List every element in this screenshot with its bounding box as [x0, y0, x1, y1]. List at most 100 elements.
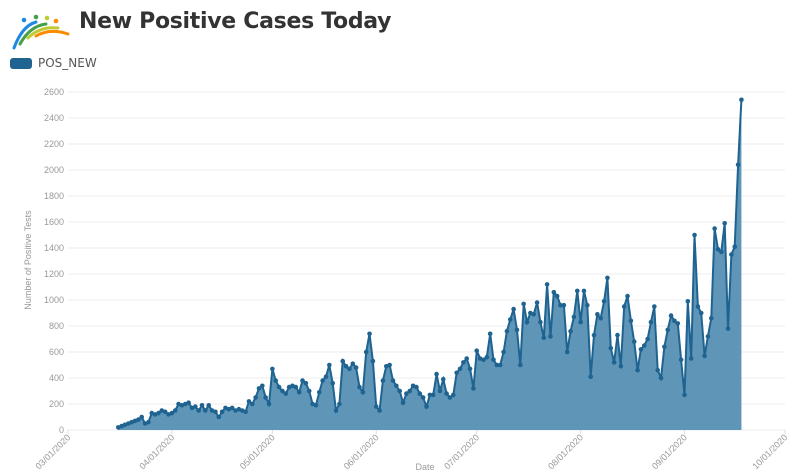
data-point: [467, 366, 473, 372]
data-point: [658, 375, 664, 381]
data-point: [722, 221, 727, 226]
data-point: [461, 360, 466, 365]
y-tick-label: 800: [49, 321, 64, 331]
data-point: [544, 282, 550, 287]
x-tick-label: 05/01/2020: [238, 432, 277, 471]
data-point: [548, 334, 553, 339]
data-point: [507, 317, 513, 322]
data-point: [729, 252, 734, 257]
data-point: [521, 301, 526, 307]
data-point: [313, 403, 319, 408]
data-point: [404, 391, 409, 396]
legend-label: POS_NEW: [38, 56, 97, 70]
x-tick-label: 06/01/2020: [342, 432, 381, 471]
data-point: [162, 409, 168, 415]
y-tick-label: 2200: [44, 139, 64, 149]
data-point: [357, 384, 362, 390]
y-tick-label: 2600: [44, 87, 64, 97]
data-point: [444, 391, 449, 396]
data-point: [665, 327, 671, 333]
y-tick-label: 600: [49, 347, 64, 357]
x-tick-label: 09/01/2020: [650, 432, 689, 471]
data-point: [641, 343, 647, 348]
data-point: [300, 378, 305, 383]
data-point: [306, 388, 312, 394]
data-point: [692, 232, 697, 238]
data-point: [206, 403, 212, 408]
data-point: [424, 404, 429, 409]
data-point: [678, 357, 684, 363]
data-point: [296, 390, 302, 395]
data-point: [363, 349, 369, 355]
data-point: [377, 408, 382, 413]
data-point: [725, 326, 731, 331]
legend[interactable]: POS_NEW: [10, 56, 97, 70]
data-point: [343, 364, 349, 369]
data-point: [662, 344, 667, 350]
data-point: [638, 347, 644, 352]
data-point: [501, 349, 506, 355]
x-tick-label: 04/01/2020: [137, 432, 176, 471]
data-point: [554, 293, 560, 299]
data-point: [631, 339, 637, 344]
data-point: [484, 354, 490, 360]
data-point: [347, 366, 352, 372]
data-point: [407, 388, 413, 394]
data-point: [585, 302, 590, 308]
data-point: [246, 399, 252, 404]
data-point: [591, 332, 597, 338]
data-point: [370, 358, 376, 364]
data-point: [628, 318, 634, 324]
data-point: [316, 390, 322, 395]
data-point: [487, 331, 493, 337]
data-point: [464, 356, 470, 361]
data-point: [471, 386, 476, 391]
y-tick-label: 1000: [44, 295, 64, 305]
data-point: [702, 353, 707, 359]
data-point: [447, 395, 453, 400]
data-point: [578, 319, 583, 325]
data-point: [270, 366, 275, 372]
data-point: [169, 410, 175, 416]
data-point: [394, 383, 399, 389]
data-point: [739, 97, 744, 103]
y-tick-label: 0: [59, 425, 64, 435]
data-point: [280, 388, 285, 394]
data-point: [437, 388, 443, 394]
data-point: [712, 226, 717, 231]
data-point: [518, 362, 523, 368]
data-point: [186, 400, 191, 406]
data-point: [695, 304, 701, 309]
data-point: [199, 403, 205, 408]
data-point: [146, 419, 151, 425]
data-point: [685, 299, 691, 304]
data-point: [648, 319, 654, 325]
data-point: [541, 335, 547, 341]
data-point: [705, 334, 711, 339]
legend-swatch: [10, 57, 32, 69]
data-point: [427, 392, 433, 398]
data-point: [534, 300, 540, 305]
data-point: [320, 378, 325, 383]
data-point: [337, 401, 342, 407]
data-point: [256, 386, 262, 391]
x-tick-label: 07/01/2020: [442, 432, 481, 471]
data-point: [327, 362, 332, 368]
data-point: [219, 409, 225, 415]
data-point: [571, 314, 577, 320]
x-tick-label: 10/01/2020: [750, 432, 789, 471]
y-tick-label: 2000: [44, 165, 64, 175]
y-axis-label: Number of Positive Tests: [23, 210, 33, 310]
y-tick-label: 1400: [44, 243, 64, 253]
data-point: [568, 328, 573, 334]
data-point: [156, 410, 161, 416]
data-point: [491, 357, 496, 363]
data-point: [397, 388, 402, 394]
data-point: [260, 383, 265, 389]
data-point: [652, 304, 657, 309]
data-point: [481, 357, 486, 363]
data-point: [266, 401, 272, 407]
data-point: [621, 304, 627, 309]
data-point: [253, 395, 258, 400]
data-point: [417, 391, 423, 396]
